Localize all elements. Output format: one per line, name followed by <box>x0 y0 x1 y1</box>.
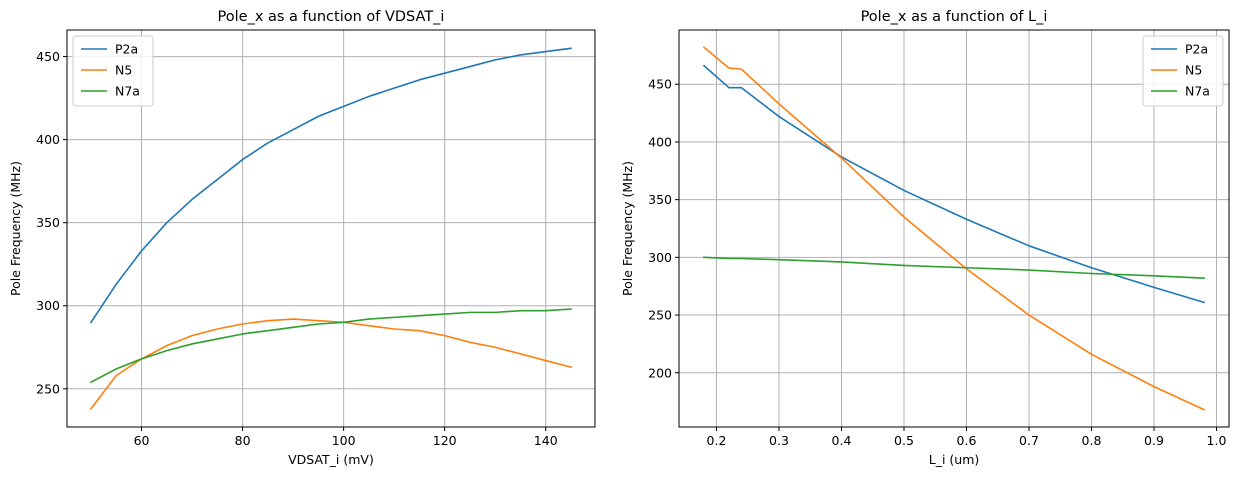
series-line-n7a <box>703 256 1205 279</box>
x-tick-label: 0.2 <box>707 433 727 448</box>
legend-label-n5: N5 <box>115 63 132 78</box>
plot-frame <box>678 29 1230 428</box>
legend-label-n7a: N7a <box>1185 84 1210 99</box>
x-tick-label: 60 <box>134 433 150 448</box>
x-tick-label: 0.4 <box>832 433 852 448</box>
y-tick-label: 400 <box>648 134 672 149</box>
y-tick-label: 450 <box>648 77 672 92</box>
legend-label-p2a: P2a <box>115 42 138 57</box>
y-tick-label: 350 <box>648 192 672 207</box>
x-tick-label: 0.5 <box>894 433 914 448</box>
chart-left-vdsat: 60 80 100 120 140 250 300 350 400 450 Pole_x as a … <box>8 9 596 467</box>
x-axis-label: L_i (um) <box>929 452 980 467</box>
y-tick-label: 200 <box>648 365 672 380</box>
series-line-p2a <box>89 47 572 324</box>
legend: P2a N5 N7a <box>72 35 154 107</box>
series-line-n7a <box>89 308 572 384</box>
legend-label-n5: N5 <box>1185 63 1202 78</box>
y-tick-label: 250 <box>36 381 60 396</box>
x-tick-label: 120 <box>433 433 457 448</box>
x-axis-label: VDSAT_i (mV) <box>288 452 374 467</box>
y-tick-label: 450 <box>36 49 60 64</box>
x-tick-label: 1.0 <box>1207 433 1227 448</box>
y-axis-label: Pole Frequency (MHz) <box>8 161 23 296</box>
legend-frame <box>1142 35 1224 107</box>
x-tick-label: 100 <box>332 433 356 448</box>
y-axis-label: Pole Frequency (MHz) <box>620 161 635 296</box>
legend: P2a N5 N7a <box>1142 35 1224 107</box>
x-tick-label: 0.7 <box>1019 433 1039 448</box>
x-tick-label: 0.9 <box>1144 433 1164 448</box>
y-tick-label: 350 <box>36 215 60 230</box>
y-tick-label: 250 <box>648 308 672 323</box>
x-tick-label: 140 <box>534 433 558 448</box>
plot-frame <box>66 29 596 428</box>
legend-label-n7a: N7a <box>115 84 140 99</box>
chart-title: Pole_x as a function of L_i <box>861 9 1048 25</box>
x-tick-label: 0.3 <box>769 433 789 448</box>
x-tick-label: 0.6 <box>957 433 977 448</box>
y-tick-label: 300 <box>648 250 672 265</box>
y-tick-label: 300 <box>36 298 60 313</box>
y-tick-label: 400 <box>36 132 60 147</box>
x-tick-label: 80 <box>235 433 251 448</box>
series-line-n5 <box>89 318 572 410</box>
x-tick-label: 0.8 <box>1082 433 1102 448</box>
legend-frame <box>72 35 154 107</box>
chart-right-length: 0.2 0.3 0.4 0.5 0.6 0.7 0.8 0.9 1.0 200 250 300 350 4… <box>620 9 1230 467</box>
legend-label-p2a: P2a <box>1185 42 1208 57</box>
series-line-n5 <box>702 46 1206 411</box>
chart-title: Pole_x as a function of VDSAT_i <box>218 9 445 25</box>
